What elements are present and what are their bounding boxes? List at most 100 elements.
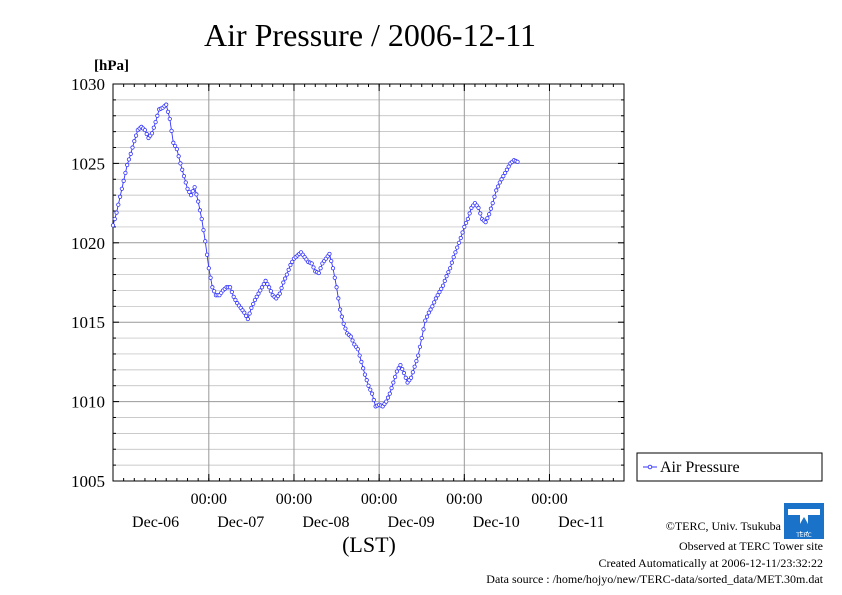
data-point (318, 266, 323, 271)
data-point (192, 185, 197, 190)
data-point (490, 201, 495, 206)
data-point (185, 186, 190, 191)
data-point (142, 127, 148, 133)
data-point (451, 254, 456, 260)
data-point (231, 294, 236, 299)
data-point (389, 386, 394, 391)
data-point (188, 193, 194, 198)
data-point (267, 285, 272, 290)
data-point (171, 140, 176, 145)
data-point (488, 206, 494, 211)
data-point (206, 266, 211, 271)
data-point (504, 167, 509, 172)
data-point (265, 281, 270, 287)
data-point (338, 307, 343, 312)
data-point (208, 275, 213, 280)
x-date-label: Dec-06 (132, 514, 179, 531)
data-point (254, 294, 259, 299)
data-point (281, 280, 286, 285)
x-tick-label: 00:00 (276, 491, 312, 508)
data-point (256, 291, 261, 296)
data-point (132, 139, 137, 144)
data-point (497, 180, 502, 185)
data-point (433, 296, 439, 301)
data-point (339, 314, 344, 319)
data-point (503, 170, 508, 176)
data-point (426, 310, 431, 315)
data-point (478, 211, 483, 216)
data-point (424, 314, 430, 319)
data-point (446, 270, 451, 275)
data-point (391, 380, 396, 385)
data-point (329, 258, 334, 264)
x-axis-label: (LST) (342, 532, 396, 557)
y-tick-label: 1010 (71, 393, 105, 412)
data-point (279, 285, 284, 291)
data-point (126, 157, 132, 162)
data-point (416, 353, 421, 358)
y-tick-label: 1025 (71, 154, 105, 173)
data-point (212, 289, 217, 294)
x-date-label: Dec-09 (388, 514, 435, 531)
data-point (251, 301, 256, 307)
legend-label: Air Pressure (660, 459, 740, 476)
x-date-label: Dec-08 (302, 514, 349, 531)
data-point (199, 216, 204, 222)
x-tick-label: 00:00 (191, 491, 227, 508)
series-air-pressure (110, 102, 520, 409)
data-point (117, 194, 123, 199)
data-point (506, 164, 511, 169)
data-point (384, 399, 389, 404)
data-point (245, 316, 250, 322)
data-point (197, 208, 203, 213)
chart-title: Air Pressure / 2006-12-11 (204, 17, 536, 53)
data-point (288, 262, 293, 268)
data-point (263, 278, 268, 284)
data-point (449, 260, 454, 265)
data-point (432, 300, 437, 305)
data-point (123, 170, 128, 176)
data-point (128, 151, 133, 156)
data-point (336, 296, 341, 301)
data-point (499, 177, 504, 182)
data-point (448, 266, 453, 271)
x-date-label: Dec-10 (473, 514, 520, 531)
data-point (228, 285, 233, 290)
data-point (173, 143, 178, 149)
data-point (492, 194, 497, 199)
data-point (133, 133, 139, 138)
x-tick-label: 00:00 (361, 491, 397, 508)
data-point (494, 188, 499, 193)
data-point (412, 364, 417, 369)
data-point (110, 223, 116, 228)
data-point (229, 289, 234, 295)
data-point (242, 310, 247, 315)
data-point (408, 375, 414, 380)
data-point (190, 189, 195, 194)
data-point (487, 212, 492, 217)
data-point (440, 283, 446, 288)
data-point (332, 275, 337, 280)
data-point (183, 180, 188, 185)
data-point (144, 131, 149, 137)
data-point (350, 338, 355, 343)
data-point (112, 216, 117, 222)
data-point (233, 297, 238, 303)
data-point (361, 366, 366, 371)
x-axis: 00:00 00:00 00:00 00:00 00:00 Dec-06 Dec-07 Dec… (123, 84, 614, 531)
data-point (439, 286, 444, 291)
data-point (483, 220, 488, 225)
data-point (201, 227, 206, 233)
x-tick-label: 00:00 (531, 491, 567, 508)
data-point (196, 199, 201, 204)
data-point (400, 366, 405, 372)
copyright-text: ©TERC, Univ. Tsukuba (666, 519, 782, 533)
data-point (268, 289, 274, 294)
data-point (290, 259, 295, 264)
data-point (194, 192, 199, 197)
data-point (125, 162, 130, 168)
data-point (394, 369, 399, 374)
legend-box (636, 452, 823, 482)
data-point (169, 128, 174, 133)
